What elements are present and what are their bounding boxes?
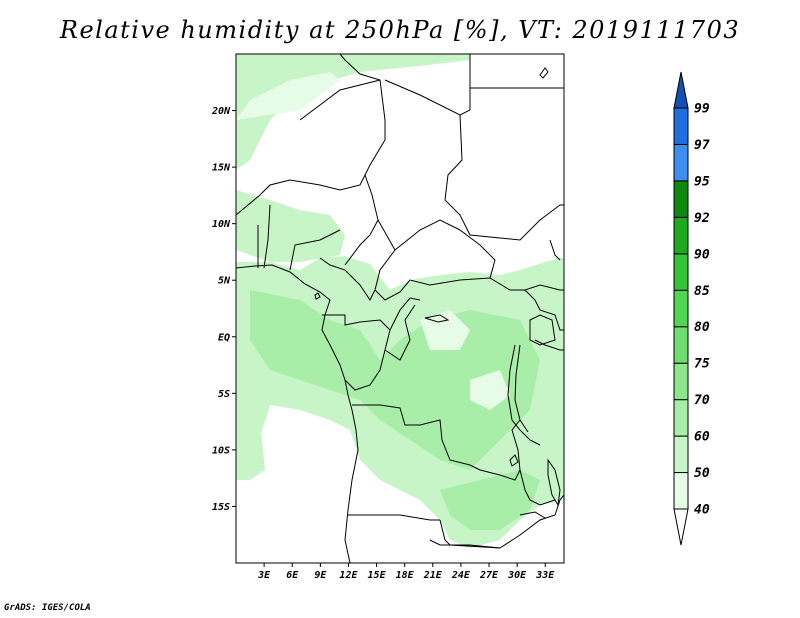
- island: [539, 67, 549, 79]
- colorbar-box: [673, 216, 689, 255]
- colorbar-box: [673, 143, 689, 182]
- colorbar-box: [673, 326, 689, 364]
- lat-tick-label: 15S: [212, 502, 230, 513]
- lat-tick-label: EQ: [218, 332, 230, 343]
- humidity-area-sw: [236, 420, 265, 480]
- colorbar-lower-extension: [673, 508, 689, 546]
- colorbar-label: 95: [694, 174, 710, 189]
- colorbar-label: 80: [694, 320, 710, 335]
- humidity-area-pale-patch: [470, 370, 510, 410]
- border: [444, 114, 564, 241]
- map-title: Relative humidity at 250hPa [%], VT: 201…: [59, 16, 741, 44]
- lat-tick-label: 15N: [212, 163, 231, 174]
- colorbar-box: [673, 253, 689, 291]
- lon-tick-label: 30E: [507, 570, 527, 581]
- colorbar-label: 92: [694, 211, 710, 226]
- colorbar-label: 50: [694, 466, 710, 481]
- colorbar-box: [673, 180, 689, 218]
- humidity-area-south: [440, 470, 540, 530]
- colorbar-label: 90: [694, 247, 710, 262]
- lon-tick-label: 12E: [339, 570, 358, 581]
- border: [289, 229, 341, 271]
- colorbar-label: 40: [694, 503, 710, 518]
- lake-outline: [509, 454, 519, 467]
- border: [299, 79, 381, 121]
- border: [534, 339, 564, 351]
- grads-credit: GrADS: IGES/COLA: [4, 603, 91, 613]
- colorbar-label: 70: [694, 393, 710, 408]
- lake-outline: [529, 314, 556, 346]
- colorbar-box: [673, 362, 689, 401]
- longitude-axis: 3E 6E 9E 12E 15E 18E 21E 24E 27E 30E 33E: [257, 563, 555, 581]
- border: [389, 297, 421, 331]
- colorbar-box: [673, 399, 689, 437]
- lake-outline: [424, 314, 450, 323]
- lon-tick-label: 33E: [535, 570, 555, 581]
- colorbar: 40 50 60 70 75 80 85 90 92 95 97 99: [673, 71, 710, 546]
- border: [549, 239, 561, 261]
- lon-tick-label: 9E: [314, 570, 327, 581]
- island: [314, 292, 321, 300]
- colorbar-label: 97: [694, 138, 710, 153]
- border: [377, 219, 461, 251]
- colorbar-box: [673, 107, 689, 145]
- border: [459, 229, 496, 279]
- colorbar-box: [673, 435, 689, 474]
- lon-tick-label: 21E: [423, 570, 443, 581]
- lat-tick-label: 10S: [212, 445, 230, 456]
- humidity-shading: [236, 54, 564, 548]
- border: [519, 469, 556, 506]
- colorbar-box: [673, 472, 689, 510]
- border: [429, 539, 501, 549]
- lat-tick-label: 5N: [218, 276, 231, 287]
- colorbar-label: 75: [694, 357, 710, 372]
- lake-outline: [514, 344, 529, 433]
- lake-outline: [519, 511, 546, 519]
- lon-tick-label: 6E: [286, 570, 299, 581]
- lon-tick-label: 3E: [257, 570, 271, 581]
- lat-tick-label: 5S: [218, 389, 230, 400]
- colorbar-upper-extension: [673, 71, 689, 109]
- latitude-axis: 20N 15N 10N 5N EQ 5S 10S 15S: [211, 106, 236, 513]
- border: [384, 304, 416, 361]
- humidity-area-north-pale: [236, 72, 340, 120]
- border: [344, 174, 379, 266]
- border: [348, 514, 440, 521]
- border: [374, 249, 564, 301]
- lon-tick-label: 18E: [396, 570, 415, 581]
- lat-tick-label: 10N: [212, 219, 231, 230]
- colorbar-label: 85: [694, 284, 710, 299]
- colorbar-label: 99: [694, 102, 710, 117]
- border: [352, 404, 521, 481]
- lat-tick-label: 20N: [211, 106, 231, 117]
- lake-outline: [507, 344, 541, 446]
- country-boundaries: [236, 54, 564, 563]
- humidity-area-west: [236, 190, 345, 262]
- lake-outline: [547, 458, 561, 507]
- lon-tick-label: 15E: [368, 570, 387, 581]
- lon-tick-label: 27E: [479, 570, 499, 581]
- colorbar-box: [673, 289, 689, 328]
- coastline: [236, 264, 359, 563]
- border: [263, 204, 271, 269]
- colorbar-label: 60: [694, 430, 710, 445]
- border: [524, 289, 564, 331]
- border: [319, 257, 376, 301]
- map-frame: [235, 53, 565, 564]
- lon-tick-label: 24E: [451, 570, 471, 581]
